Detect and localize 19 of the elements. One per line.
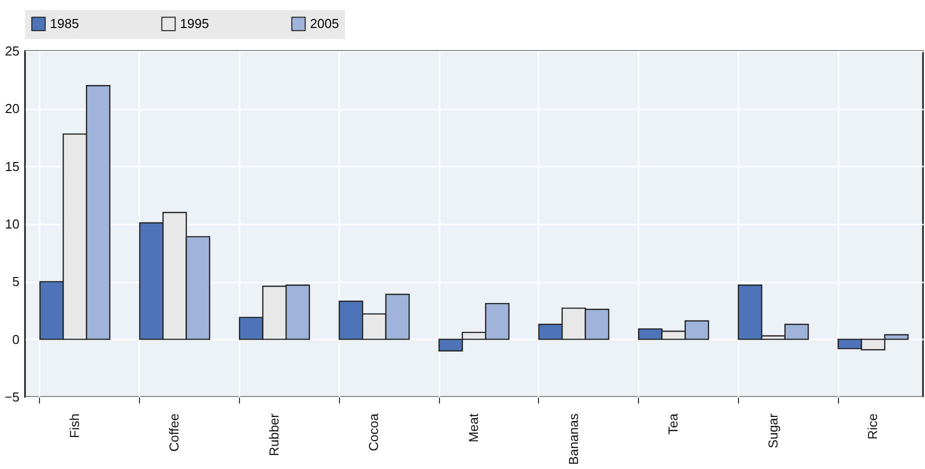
x-tick-label: Coffee bbox=[166, 414, 182, 452]
legend-label: 1995 bbox=[180, 16, 209, 31]
y-tick-label: 0 bbox=[12, 332, 20, 347]
x-tick-label: Meat bbox=[466, 413, 481, 442]
legend-label: 1985 bbox=[50, 16, 79, 31]
legend-label: 2005 bbox=[310, 16, 339, 31]
x-tick-label: Rice bbox=[865, 414, 880, 440]
y-tick-label: 15 bbox=[5, 158, 20, 174]
x-tick-label: Tea bbox=[666, 412, 681, 434]
x-tick-label: Sugar bbox=[765, 412, 780, 448]
y-tick-label: 5 bbox=[12, 274, 20, 290]
y-tick-label: 20 bbox=[5, 101, 20, 116]
x-tick-label: Bananas bbox=[566, 413, 581, 465]
x-tick-label: Cocoa bbox=[366, 412, 382, 452]
x-tick-label: Fish bbox=[66, 414, 82, 438]
y-tick-label: 25 bbox=[5, 44, 20, 58]
y-tick-label: 10 bbox=[5, 216, 20, 232]
y-tick-label: −5 bbox=[4, 390, 20, 404]
x-tick-label: Rubber bbox=[266, 412, 282, 456]
